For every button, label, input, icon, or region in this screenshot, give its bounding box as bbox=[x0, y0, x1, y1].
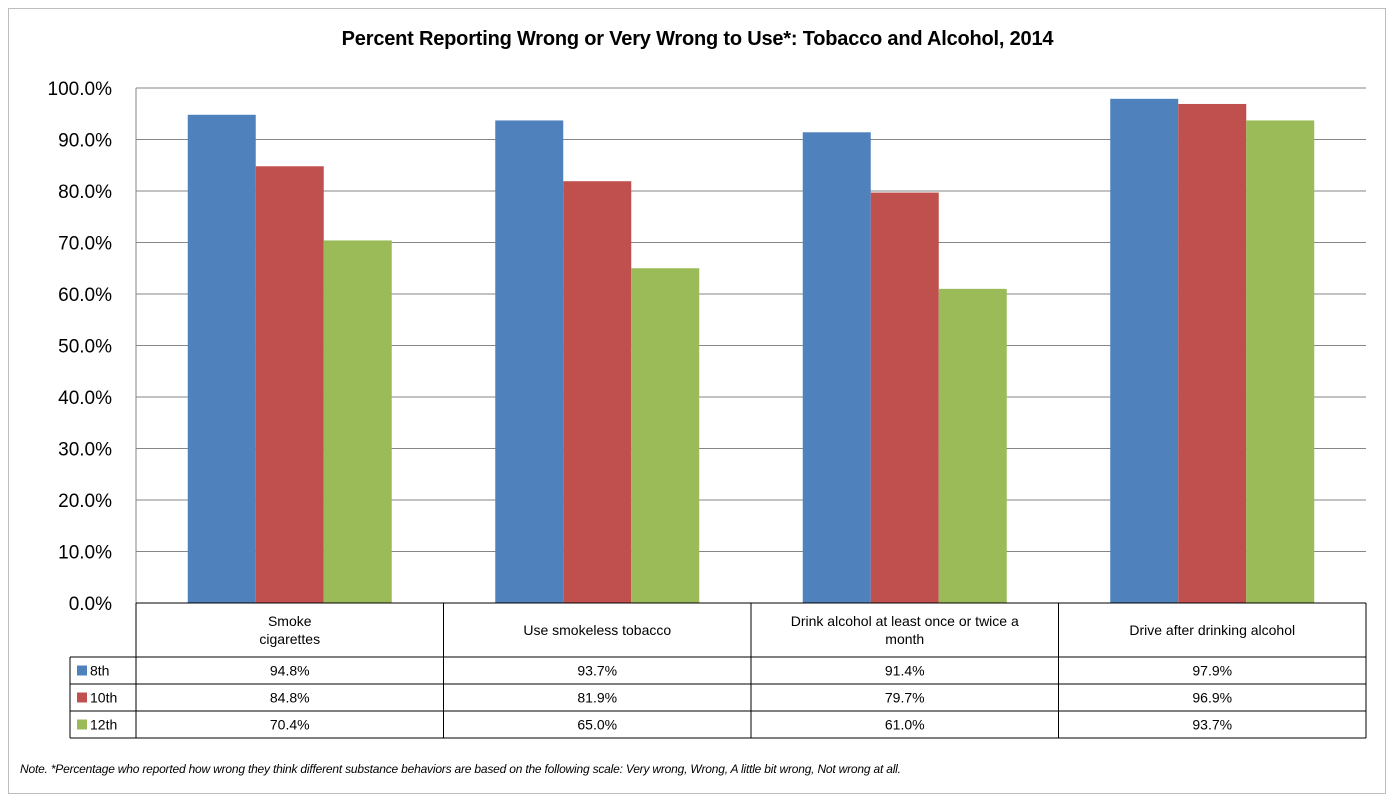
data-label-10th: 81.9% bbox=[577, 690, 617, 706]
y-tick-label: 20.0% bbox=[58, 491, 112, 512]
x-category-label: Use smokeless tobacco bbox=[523, 622, 671, 638]
y-tick-label: 10.0% bbox=[58, 543, 112, 564]
bar-8th-2 bbox=[802, 132, 871, 604]
y-tick-label: 90.0% bbox=[58, 131, 112, 152]
bar-8th-3 bbox=[1110, 98, 1179, 603]
chart-note: Note. *Percentage who reported how wrong… bbox=[20, 762, 901, 776]
data-label-12th: 70.4% bbox=[270, 717, 310, 733]
bar-12th-2 bbox=[938, 288, 1007, 603]
data-label-8th: 97.9% bbox=[1192, 663, 1232, 679]
legend-label-10th: 10th bbox=[90, 690, 117, 706]
bar-8th-1 bbox=[495, 120, 564, 603]
y-tick-label: 100.0% bbox=[48, 79, 113, 100]
y-tick-label: 60.0% bbox=[58, 285, 112, 306]
y-tick-label: 80.0% bbox=[58, 182, 112, 203]
y-tick-label: 30.0% bbox=[58, 440, 112, 461]
bar-10th-2 bbox=[870, 192, 939, 604]
bar-12th-1 bbox=[631, 268, 700, 603]
data-label-10th: 79.7% bbox=[885, 690, 925, 706]
legend-swatch-10th bbox=[77, 692, 87, 703]
x-category-label: month bbox=[885, 631, 924, 647]
legend-swatch-12th bbox=[77, 719, 87, 730]
data-label-12th: 65.0% bbox=[577, 717, 617, 733]
legend-label-8th: 8th bbox=[90, 663, 109, 679]
legend-label-12th: 12th bbox=[90, 717, 117, 733]
bar-8th-0 bbox=[187, 114, 256, 603]
x-category-label: Drink alcohol at least once or twice a bbox=[791, 613, 1019, 629]
y-tick-label: 0.0% bbox=[69, 594, 112, 615]
x-category-label: Drive after drinking alcohol bbox=[1129, 622, 1295, 638]
data-label-12th: 93.7% bbox=[1192, 717, 1232, 733]
x-category-label: cigarettes bbox=[259, 631, 320, 647]
data-label-12th: 61.0% bbox=[885, 717, 925, 733]
y-tick-label: 70.0% bbox=[58, 234, 112, 255]
bar-10th-0 bbox=[255, 166, 324, 603]
data-label-8th: 94.8% bbox=[270, 663, 310, 679]
y-tick-label: 40.0% bbox=[58, 388, 112, 409]
bar-10th-3 bbox=[1178, 103, 1247, 603]
x-category-label: Smoke bbox=[268, 613, 312, 629]
data-label-10th: 96.9% bbox=[1192, 690, 1232, 706]
legend-swatch-8th bbox=[77, 665, 87, 676]
data-label-10th: 84.8% bbox=[270, 690, 310, 706]
bar-12th-3 bbox=[1246, 120, 1315, 603]
bar-12th-0 bbox=[323, 240, 392, 603]
bar-10th-1 bbox=[563, 181, 632, 603]
data-label-8th: 91.4% bbox=[885, 663, 925, 679]
chart-title: Percent Reporting Wrong or Very Wrong to… bbox=[341, 28, 1054, 50]
y-tick-label: 50.0% bbox=[58, 337, 112, 358]
data-label-8th: 93.7% bbox=[577, 663, 617, 679]
